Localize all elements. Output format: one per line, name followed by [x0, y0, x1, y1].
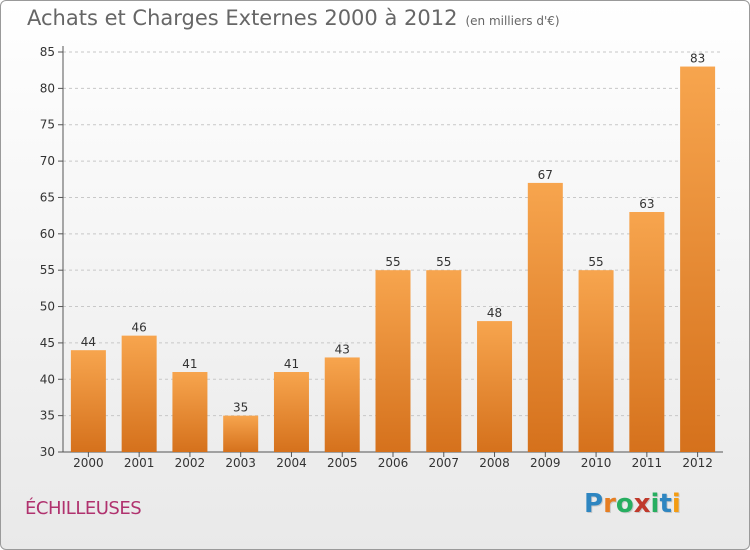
bar-value-label: 41	[284, 357, 299, 371]
bar	[578, 270, 614, 452]
bar	[629, 212, 665, 452]
x-tick-label: 2004	[276, 456, 307, 470]
bar	[273, 372, 309, 452]
labels: 30 35 40 45 50 55 60 65 70 75 80 85 44 2000 46 2001 41 20…	[40, 45, 713, 470]
y-tick-label: 45	[40, 336, 55, 350]
chart-title: Achats et Charges Externes 2000 à 2012 (e…	[27, 6, 560, 30]
y-tick-label: 70	[40, 154, 55, 168]
logo-letter: r	[603, 489, 616, 519]
bar-value-label: 44	[81, 335, 96, 349]
y-tick-label: 40	[40, 372, 55, 386]
y-tick-label: 85	[40, 45, 55, 59]
bar-value-label: 63	[639, 197, 654, 211]
bar-value-label: 55	[436, 255, 451, 269]
x-tick-label: 2010	[581, 456, 612, 470]
bar	[426, 270, 462, 452]
bar-value-label: 48	[487, 306, 502, 320]
x-tick-label: 2002	[175, 456, 206, 470]
x-tick-label: 2003	[225, 456, 256, 470]
bar	[70, 350, 106, 452]
x-tick-label: 2000	[73, 456, 104, 470]
commune-name: ÉCHILLEUSES	[25, 498, 142, 519]
bar-value-label: 55	[385, 255, 400, 269]
bar	[121, 335, 157, 452]
logo-letter: P	[584, 489, 604, 519]
logo-letter: i	[650, 489, 660, 519]
x-tick-label: 2005	[327, 456, 358, 470]
bar-value-label: 35	[233, 401, 248, 415]
bar	[477, 321, 513, 452]
y-tick-label: 75	[40, 118, 55, 132]
x-tick-label: 2009	[530, 456, 561, 470]
bar-value-label: 67	[538, 168, 553, 182]
x-tick-label: 2011	[632, 456, 663, 470]
bar	[680, 66, 716, 452]
bar-value-label: 43	[335, 342, 350, 356]
x-tick-label: 2008	[479, 456, 510, 470]
bar-value-label: 83	[690, 52, 705, 66]
bar	[375, 270, 411, 452]
x-tick-label: 2006	[378, 456, 409, 470]
bar-value-label: 55	[588, 255, 603, 269]
logo-letter: x	[633, 489, 651, 519]
y-tick-label: 50	[40, 300, 55, 314]
y-tick-label: 30	[40, 445, 55, 459]
y-tick-label: 80	[40, 81, 55, 95]
chart-unit: (en milliers d'€)	[465, 14, 560, 28]
x-tick-label: 2012	[682, 456, 713, 470]
bar	[527, 182, 563, 452]
x-tick-label: 2001	[124, 456, 155, 470]
y-tick-label: 35	[40, 409, 55, 423]
proxiti-logo[interactable]: Proxiti	[584, 489, 681, 519]
x-tick-label: 2007	[428, 456, 459, 470]
logo-letter: o	[615, 489, 634, 519]
y-tick-label: 60	[40, 227, 55, 241]
chart-title-text: Achats et Charges Externes 2000 à 2012	[27, 6, 458, 30]
bar-value-label: 41	[182, 357, 197, 371]
y-tick-label: 55	[40, 263, 55, 277]
bar	[172, 372, 208, 452]
bar	[324, 357, 360, 452]
logo-letter: i	[671, 489, 681, 519]
logo-letter: t	[659, 489, 672, 519]
bars	[70, 66, 716, 452]
y-tick-label: 65	[40, 190, 55, 204]
bar-value-label: 46	[132, 321, 147, 335]
bar	[223, 415, 259, 452]
